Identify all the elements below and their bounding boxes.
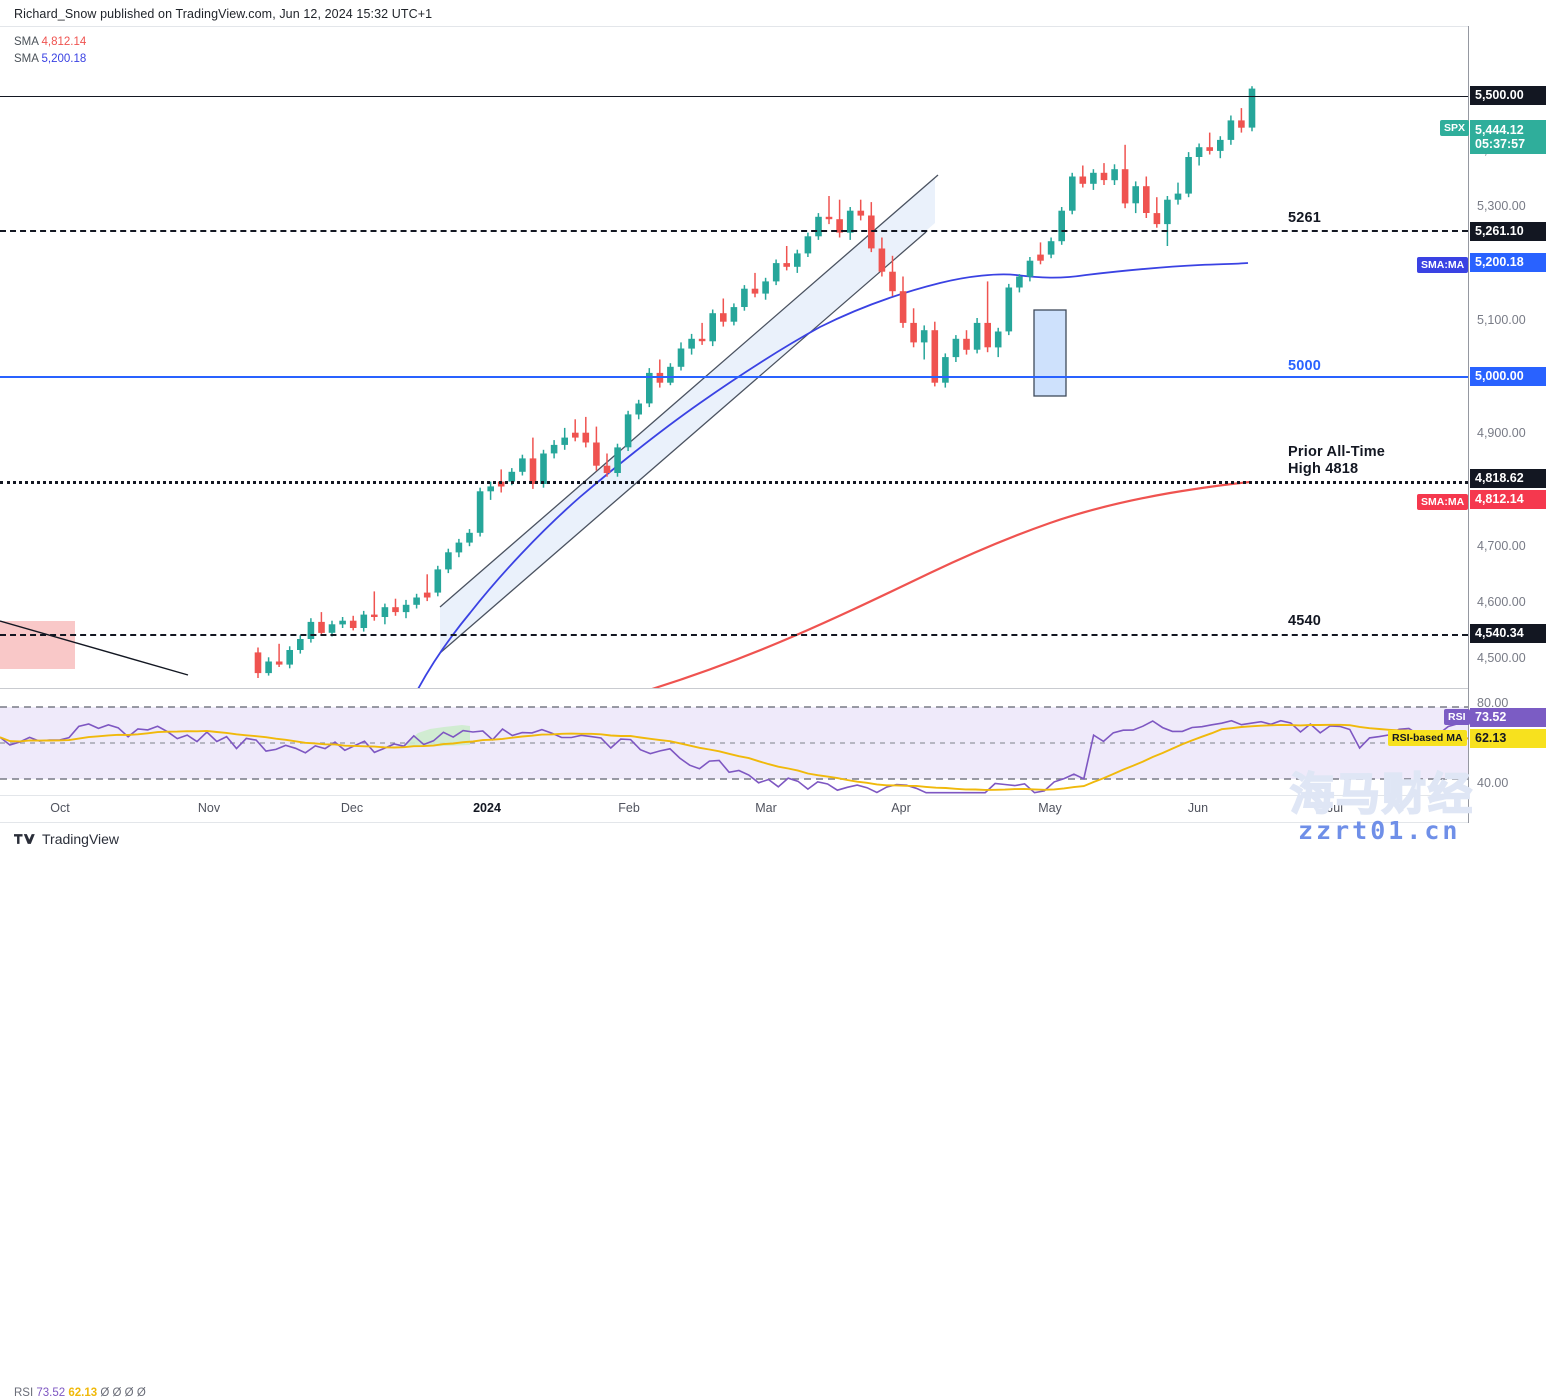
price-legend: SMA 4,812.14 SMA 5,200.18 [14,34,86,68]
legend-sma-slow[interactable]: SMA 5,200.18 [14,51,86,68]
price-axis-header [1468,0,1546,26]
time-label-may: May [1038,801,1062,815]
time-label-jun: Jun [1187,801,1209,815]
annotation-4540: 4540 [1288,613,1322,629]
rsi-legend-empty-4: Ø [136,1387,146,1399]
price-pill-sma-fast: 4,812.14 [1470,490,1546,509]
annotation-5261: 5261 [1288,210,1322,226]
price-tick-4700: 4,700.00 [1477,539,1526,553]
rsi-ma-line-series [0,723,1468,791]
rsi-legend-empty-3: Ø [124,1387,134,1399]
price-pill-last-value: 5,444.12 [1475,123,1524,137]
legend-sma-slow-name: SMA [14,53,39,65]
time-label-dec: Dec [340,801,364,815]
price-pill-5500: 5,500.00 [1470,86,1546,105]
annotation-prior-ath-line2: High 4818 [1288,461,1359,477]
annotation-prior-ath-line1: Prior All-Time [1288,444,1386,460]
channel-lower-line [439,231,927,654]
time-label-mar: Mar [755,801,777,815]
tag-sma-slow: SMA:MA [1417,257,1469,273]
level-line-5500 [0,96,1468,97]
time-label-oct: Oct [50,801,70,815]
descending-trendline [0,620,189,676]
rsi-legend-value: 73.52 [36,1387,66,1399]
rsi-legend-name: RSI [14,1387,34,1399]
rsi-pane[interactable]: RSI 73.52 62.13 Ø Ø Ø Ø [0,688,1468,1399]
price-pill-countdown: 05:37:57 [1475,137,1526,151]
rsi-tick-80: 80.00 [1477,696,1509,710]
time-label-jul: Jul [1327,801,1343,815]
tag-rsi-based-ma: RSI-based MA [1388,730,1467,746]
time-label-nov: Nov [197,801,221,815]
level-line-5261 [0,230,1468,232]
price-chart-pane[interactable]: 5261 5000 Prior All-Time High 4818 4540 [0,26,1468,689]
rsi-tick-40: 40.00 [1477,776,1509,790]
tag-sma-fast: SMA:MA [1417,494,1469,510]
level-line-prior-ath [0,481,1468,484]
price-pill-prior-ath: 4,818.62 [1470,469,1546,488]
price-tick-4600: 4,600.00 [1477,595,1526,609]
rsi-legend-ma-value: 62.13 [68,1387,98,1399]
price-pill-5261: 5,261.10 [1470,222,1546,241]
tag-rsi: RSI [1444,709,1470,725]
level-line-4540 [0,634,1468,636]
price-pill-last[interactable]: 5,444.12 05:37:57 [1470,120,1546,154]
time-axis[interactable]: Oct Nov Dec 2024 Feb Mar Apr May Jun Jul [0,795,1468,823]
rsi-legend-empty-2: Ø [112,1387,122,1399]
red-zone-rect [0,621,75,669]
time-label-feb: Feb [618,801,640,815]
rsi-canvas [0,706,1468,794]
sma-fast-line [651,480,1251,689]
rsi-pill-value: 73.52 [1470,708,1546,727]
channel-fill [440,177,935,653]
level-line-5000 [0,376,1468,378]
rsi-legend-empty-1: Ø [100,1387,110,1399]
price-tick-5300: 5,300.00 [1477,199,1526,213]
tradingview-logo-icon [14,834,35,844]
tag-spx: SPX [1440,120,1470,136]
time-label-apr: Apr [891,801,911,815]
rsi-line-series [0,719,1468,794]
price-tick-4900: 4,900.00 [1477,426,1526,440]
channel-upper-line [439,174,939,608]
annotation-5000: 5000 [1288,358,1322,374]
rsi-legend[interactable]: RSI 73.52 62.13 Ø Ø Ø Ø [14,1387,146,1399]
tradingview-brand: TradingView [42,831,120,847]
legend-sma-slow-value: 5,200.18 [41,53,87,65]
time-label-2024: 2024 [473,801,501,815]
price-chart-canvas [0,86,1256,689]
legend-sma-fast-name: SMA [14,36,39,48]
candlestick-series [254,86,1256,678]
highlight-box [1033,309,1067,397]
legend-sma-fast[interactable]: SMA 4,812.14 [14,34,86,51]
rsi-pill-ma-value: 62.13 [1470,729,1546,748]
price-axis[interactable]: 5,400.00 5,300.00 5,100.00 4,900.00 4,70… [1468,26,1546,823]
price-tick-4500: 4,500.00 [1477,651,1526,665]
sma-slow-line [417,262,1249,689]
legend-sma-fast-value: 4,812.14 [41,36,87,48]
tradingview-footer[interactable]: TradingView [14,831,119,847]
attribution-text: Richard_Snow published on TradingView.co… [14,7,433,21]
price-pill-sma-slow: 5,200.18 [1470,253,1546,272]
price-tick-5100: 5,100.00 [1477,313,1526,327]
price-pill-5000: 5,000.00 [1470,367,1546,386]
price-pill-4540: 4,540.34 [1470,624,1546,643]
